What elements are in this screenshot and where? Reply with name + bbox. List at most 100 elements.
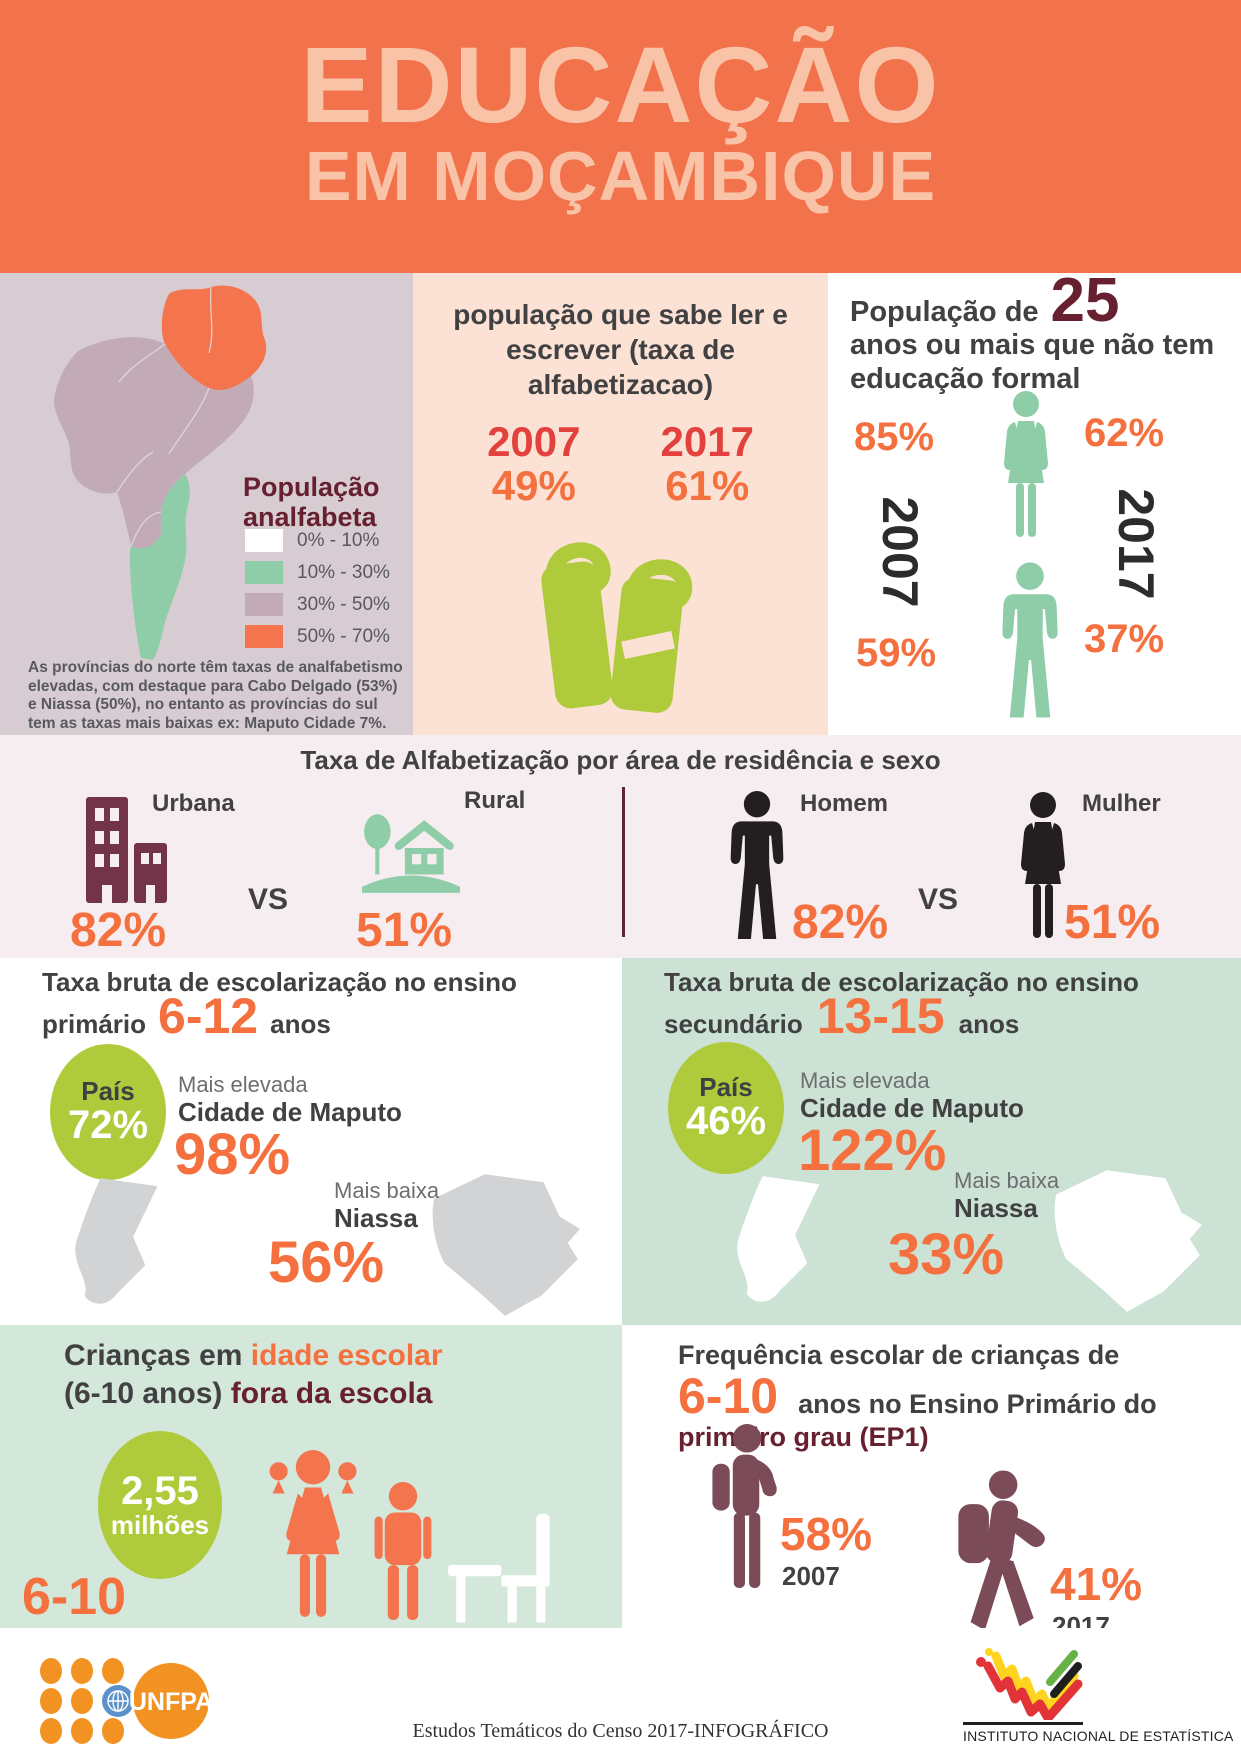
- niassa-map-silhouette: [432, 1174, 580, 1316]
- no-education-title: População de 25 anos ou mais que não tem…: [850, 266, 1215, 395]
- literacy-panel: população que sabe ler e escrever (taxa …: [413, 273, 828, 735]
- primary-lowest-label: Mais baixa: [334, 1178, 440, 1203]
- student-2017-icon: [958, 1470, 1045, 1631]
- year-2007-rotated: 2007: [872, 496, 928, 608]
- secondary-lowest-label: Mais baixa: [954, 1168, 1060, 1193]
- female-2007-value: 85%: [854, 415, 935, 459]
- literacy-title: população que sabe ler e escrever (taxa …: [453, 299, 788, 400]
- legend-item: 50% - 70%: [245, 625, 390, 648]
- secondary-title-line1: Taxa bruta de escolarização no ensino: [664, 967, 1139, 997]
- books-icon: [541, 542, 693, 713]
- male-2007-value: 59%: [856, 631, 937, 675]
- footer: UNFPA Estudos Temáticos do Censo 2017-IN…: [0, 1628, 1241, 1754]
- buildings-icon: [86, 797, 167, 903]
- attendance-panel: Frequência escolar de crianças de 6-10 a…: [622, 1325, 1241, 1655]
- legend-item: 10% - 30%: [245, 561, 390, 584]
- secondary-country-bubble: País 46%: [668, 1042, 784, 1174]
- year-2017-rotated: 2017: [1108, 488, 1164, 600]
- legend-title: População analfabeta: [243, 472, 380, 532]
- oos-bubble: 2,55 milhões: [98, 1431, 222, 1579]
- attendance-2017-value: 41%: [1050, 1558, 1143, 1610]
- attendance-age-range: 6-10: [678, 1368, 779, 1425]
- vs-left: VS: [248, 883, 289, 916]
- primary-age-range: 6-12: [158, 988, 259, 1044]
- girl-icon: [269, 1450, 357, 1617]
- primary-highest-label: Mais elevada: [178, 1072, 308, 1097]
- ine-divider: [963, 1722, 1083, 1725]
- primary-highest-place: Cidade de Maputo: [178, 1097, 402, 1127]
- out-of-school-panel: Crianças em idade escolar (6-10 anos) fo…: [0, 1325, 622, 1628]
- homem-label: Homem: [800, 790, 889, 817]
- no-formal-education-panel: População de 25 anos ou mais que não tem…: [828, 266, 1241, 735]
- legend-swatch: [245, 625, 283, 648]
- attendance-title: Frequência escolar de crianças de 6-10 a…: [678, 1340, 1157, 1453]
- urban-value: 82%: [70, 904, 167, 957]
- primary-title-line2: primário 6-12 anos: [42, 988, 331, 1044]
- woman-icon: [1004, 391, 1048, 537]
- student-2007-icon: [712, 1424, 777, 1588]
- primary-country-bubble: País 72%: [50, 1044, 166, 1180]
- attendance-2007-value: 58%: [780, 1508, 873, 1560]
- primary-highest-value: 98%: [174, 1122, 291, 1187]
- secondary-enrolment-panel: Taxa bruta de escolarização no ensino se…: [622, 958, 1241, 1325]
- legend-swatch: [245, 529, 283, 552]
- legend-swatch: [245, 593, 283, 616]
- niassa-map-silhouette: [1054, 1170, 1202, 1312]
- literacy-col-2007: 2007 49%: [487, 418, 581, 509]
- literacy-values: 2007 49% 2017 61%: [413, 421, 828, 509]
- unfpa-logo: UNFPA: [40, 1658, 210, 1744]
- primary-enrolment-panel: Taxa bruta de escolarização no ensino pr…: [0, 958, 622, 1325]
- secondary-lowest-place: Niassa: [954, 1193, 1038, 1223]
- boy-icon: [374, 1482, 432, 1620]
- vertical-divider: [622, 787, 625, 937]
- map-legend: 0% - 10% 10% - 30% 30% - 50% 50% - 70%: [245, 529, 390, 657]
- header-banner: EDUCAÇÃO EM MOÇAMBIQUE: [0, 0, 1241, 273]
- legend-item: 0% - 10%: [245, 529, 390, 552]
- maputo-map-silhouette: [75, 1178, 158, 1304]
- mulher-label: Mulher: [1082, 790, 1161, 817]
- oos-title: Crianças em idade escolar (6-10 anos) fo…: [64, 1339, 443, 1410]
- female-2017-value: 62%: [1084, 411, 1165, 455]
- maputo-map-silhouette: [737, 1176, 820, 1302]
- mozambique-map: [54, 285, 267, 660]
- legend-swatch: [245, 561, 283, 584]
- school-desk-icon: [448, 1513, 550, 1623]
- map-region-center: [54, 337, 254, 549]
- literacy-col-2017: 2017 61%: [660, 418, 754, 509]
- secondary-highest-place: Cidade de Maputo: [800, 1093, 1024, 1123]
- map-province-borders: [116, 286, 213, 547]
- un-emblem-icon: [102, 1685, 134, 1717]
- homem-icon: [730, 791, 784, 939]
- band-title: Taxa de Alfabetização por área de residê…: [300, 745, 941, 775]
- unfpa-wordmark: UNFPA: [129, 1688, 210, 1716]
- secondary-lowest-value: 33%: [888, 1222, 1005, 1287]
- map-region-south: [129, 474, 190, 660]
- credit-line: Estudos Temáticos do Censo 2017-INFOGRÁF…: [412, 1720, 829, 1742]
- poster-subtitle: EM MOÇAMBIQUE: [304, 137, 937, 216]
- map-caption: As províncias do norte têm taxas de anal…: [28, 659, 403, 732]
- secondary-title-line2: secundário 13-15 anos: [664, 988, 1020, 1044]
- secondary-age-range: 13-15: [816, 988, 945, 1044]
- mulher-icon: [1021, 792, 1065, 938]
- mulher-value: 51%: [1064, 896, 1161, 949]
- homem-value: 82%: [792, 896, 889, 949]
- man-icon: [1002, 562, 1058, 718]
- illiteracy-map-panel: População analfabeta 0% - 10% 10% - 30% …: [0, 273, 413, 735]
- map-region-north: [161, 285, 267, 391]
- rural-label: Rural: [464, 787, 526, 814]
- urban-label: Urbana: [152, 790, 235, 817]
- primary-lowest-value: 56%: [268, 1230, 385, 1295]
- rural-value: 51%: [356, 904, 453, 957]
- legend-item: 30% - 50%: [245, 593, 390, 616]
- male-2017-value: 37%: [1084, 617, 1165, 661]
- age-25: 25: [1050, 266, 1120, 335]
- ine-wordmark: INSTITUTO NACIONAL DE ESTATÍSTICA: [963, 1728, 1234, 1744]
- rural-icon: [362, 814, 460, 893]
- poster-title: EDUCAÇÃO: [300, 24, 941, 145]
- oos-age-range: 6-10: [22, 1568, 127, 1626]
- vs-right: VS: [918, 883, 959, 916]
- secondary-highest-value: 122%: [798, 1118, 947, 1183]
- residence-sex-band: Taxa de Alfabetização por área de residê…: [0, 735, 1241, 958]
- secondary-highest-label: Mais elevada: [800, 1068, 930, 1093]
